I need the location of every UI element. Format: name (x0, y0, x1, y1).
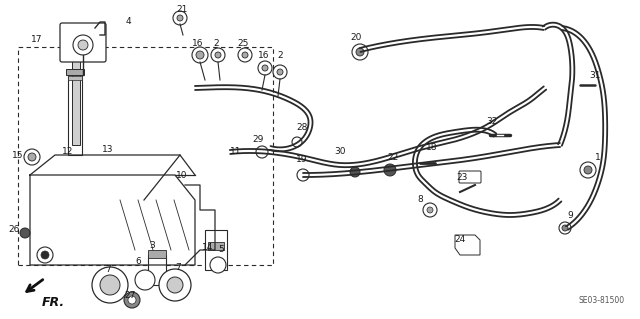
Text: 3: 3 (149, 241, 155, 249)
Circle shape (24, 149, 40, 165)
Text: 5: 5 (218, 246, 224, 255)
Text: 10: 10 (176, 170, 188, 180)
Circle shape (210, 257, 226, 273)
Text: 19: 19 (296, 155, 308, 165)
Circle shape (20, 228, 30, 238)
Circle shape (258, 61, 272, 75)
Text: 28: 28 (296, 123, 308, 132)
Text: SE03-81500: SE03-81500 (579, 296, 625, 305)
Circle shape (427, 207, 433, 213)
Bar (18, 47, 273, 265)
Circle shape (273, 65, 287, 79)
Circle shape (384, 164, 396, 176)
Text: 32: 32 (486, 117, 498, 127)
Text: 22: 22 (387, 153, 399, 162)
Text: 15: 15 (12, 151, 24, 160)
Bar (148, 250, 166, 258)
Circle shape (124, 292, 140, 308)
Bar (68, 76, 82, 80)
Circle shape (238, 48, 252, 62)
Text: 2: 2 (277, 51, 283, 61)
Text: 11: 11 (230, 147, 242, 157)
Circle shape (135, 270, 155, 290)
Circle shape (128, 296, 136, 304)
Circle shape (423, 203, 437, 217)
Text: 7: 7 (175, 263, 181, 272)
Text: 26: 26 (8, 226, 20, 234)
Text: 30: 30 (334, 147, 346, 157)
Circle shape (159, 269, 191, 301)
Text: 6: 6 (135, 257, 141, 266)
Text: 21: 21 (176, 5, 188, 14)
Text: 14: 14 (202, 243, 214, 253)
Bar (205, 230, 227, 270)
Bar (72, 60, 80, 145)
Circle shape (167, 277, 183, 293)
Circle shape (192, 47, 208, 63)
Text: 9: 9 (567, 211, 573, 220)
Bar (208, 242, 224, 250)
Circle shape (173, 11, 187, 25)
Circle shape (78, 40, 88, 50)
Circle shape (352, 44, 368, 60)
Circle shape (256, 146, 268, 158)
Circle shape (211, 48, 225, 62)
Text: 7: 7 (105, 265, 111, 275)
Bar (148, 255, 166, 285)
Circle shape (92, 267, 128, 303)
Text: 31: 31 (589, 70, 601, 79)
Circle shape (292, 137, 302, 147)
Text: 2: 2 (213, 39, 219, 48)
Text: 4: 4 (125, 18, 131, 26)
Circle shape (559, 222, 571, 234)
Text: 13: 13 (102, 145, 114, 154)
Circle shape (177, 15, 183, 21)
Circle shape (73, 35, 93, 55)
Circle shape (580, 162, 596, 178)
Circle shape (41, 251, 49, 259)
Circle shape (100, 275, 120, 295)
Circle shape (28, 153, 36, 161)
Circle shape (196, 51, 204, 59)
Text: 29: 29 (252, 136, 264, 145)
Text: 16: 16 (192, 39, 204, 48)
Circle shape (584, 166, 592, 174)
Polygon shape (455, 235, 480, 255)
Circle shape (356, 48, 364, 56)
Bar (66, 69, 84, 75)
FancyBboxPatch shape (459, 171, 481, 183)
Text: 27: 27 (124, 291, 136, 300)
Text: FR.: FR. (42, 295, 65, 308)
Text: 16: 16 (259, 51, 269, 61)
Text: 24: 24 (454, 235, 466, 244)
Circle shape (277, 69, 283, 75)
Bar (68, 75, 82, 155)
Circle shape (215, 52, 221, 58)
Text: 18: 18 (426, 144, 438, 152)
Text: 20: 20 (350, 33, 362, 42)
Circle shape (37, 247, 53, 263)
Text: 1: 1 (595, 153, 601, 162)
Text: 25: 25 (237, 39, 249, 48)
Circle shape (242, 52, 248, 58)
Circle shape (562, 225, 568, 231)
Text: 23: 23 (456, 174, 468, 182)
Circle shape (297, 169, 309, 181)
Circle shape (262, 65, 268, 71)
Text: 12: 12 (62, 147, 74, 157)
Text: 8: 8 (417, 196, 423, 204)
Text: 17: 17 (31, 35, 43, 44)
Circle shape (350, 167, 360, 177)
FancyBboxPatch shape (60, 23, 106, 62)
